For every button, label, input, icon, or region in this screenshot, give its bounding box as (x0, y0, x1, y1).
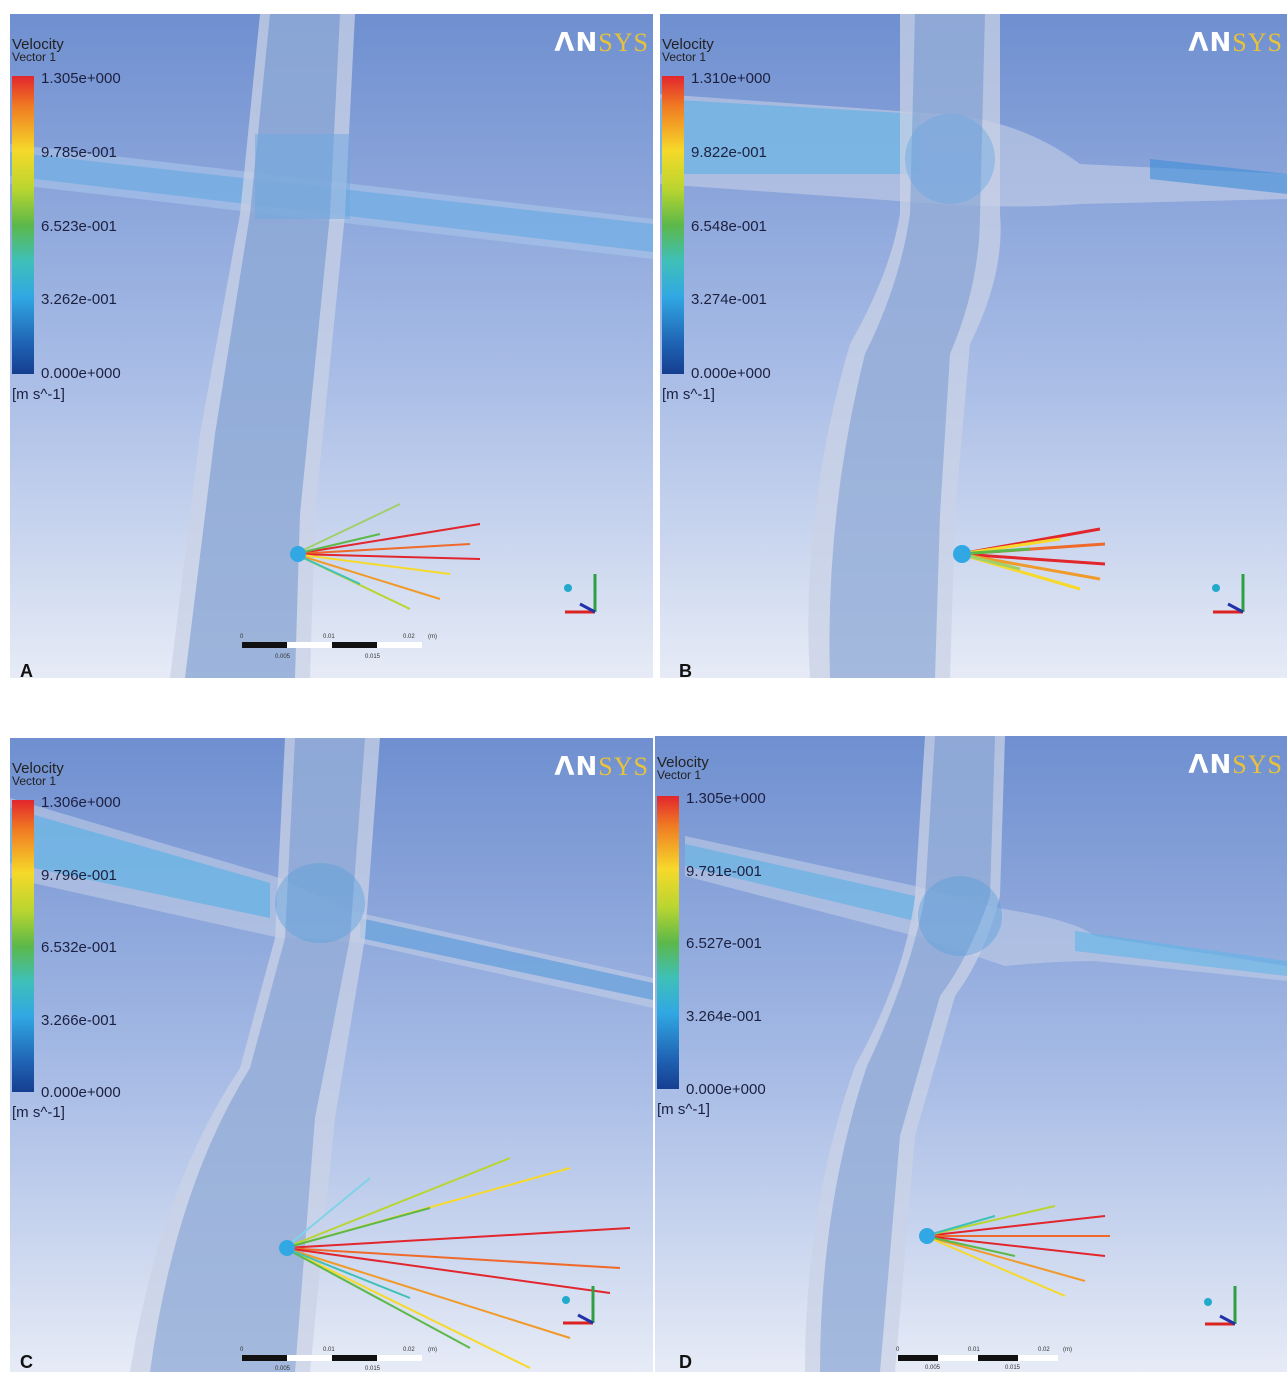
legend-tick-3: 6.523e-001 (41, 218, 117, 235)
legend-tick-min: 0.000e+000 (691, 365, 771, 382)
jet-plume (953, 527, 1106, 591)
ansys-logo: ΛNSYS (554, 28, 649, 58)
legend-tick-max: 1.310e+000 (691, 70, 771, 87)
legend-tick-max: 1.306e+000 (41, 794, 121, 811)
scale-label-002: 0.02 (1038, 1347, 1050, 1353)
flow-scene: 0 0.01 0.02 (m) 0.005 0.015 (10, 14, 653, 678)
legend-tick-min: 0.000e+000 (686, 1081, 766, 1098)
color-legend-bar (12, 800, 34, 1092)
legend-title: Velocity Vector 1 (657, 754, 709, 782)
panel-label-b: B (679, 661, 692, 681)
legend-tick-max: 1.305e+000 (686, 790, 766, 807)
scale-label-unit: (m) (428, 634, 437, 640)
axis-triad (1204, 1286, 1237, 1326)
legend-tick-2: 9.791e-001 (686, 863, 762, 880)
legend-tick-2: 9.796e-001 (41, 867, 117, 884)
legend-tick-max: 1.305e+000 (41, 70, 121, 87)
scale-label-0015: 0.015 (365, 1366, 381, 1372)
scale-label-002: 0.02 (403, 634, 415, 640)
panel-label-d: D (679, 1352, 692, 1372)
ansys-logo: ΛNSYS (554, 752, 649, 782)
flow-scene: 0 0.01 0.02 (m) 0.005 0.015 (10, 738, 653, 1372)
jet-plume (919, 1205, 1110, 1297)
panel-b: ΛNSYS Velocity Vector 1 1.310e+000 9.822e… (660, 14, 1287, 678)
legend-unit: [m s^-1] (12, 386, 65, 403)
panel-d: 0 0.01 0.02 (m) 0.005 0.015 ΛNSYS Veloci… (655, 736, 1287, 1372)
legend-tick-3: 6.527e-001 (686, 935, 762, 952)
scale-label-001: 0.01 (323, 634, 335, 640)
ansys-logo: ΛNSYS (1188, 28, 1283, 58)
color-legend-bar (12, 76, 34, 374)
legend-tick-4: 3.274e-001 (691, 291, 767, 308)
flow-scene: 0 0.01 0.02 (m) 0.005 0.015 (685, 736, 1287, 1372)
legend-unit: [m s^-1] (662, 386, 715, 403)
legend-tick-min: 0.000e+000 (41, 365, 121, 382)
scale-label-unit: (m) (1063, 1347, 1072, 1353)
legend-tick-2: 9.785e-001 (41, 144, 117, 161)
scale-label-0: 0 (896, 1347, 900, 1353)
scale-label-001: 0.01 (323, 1347, 335, 1353)
legend-tick-min: 0.000e+000 (41, 1084, 121, 1101)
jet-plume (290, 503, 481, 610)
legend-tick-2: 9.822e-001 (691, 144, 767, 161)
panel-label-a: A (20, 661, 33, 681)
scale-label-002: 0.02 (403, 1347, 415, 1353)
legend-title: Velocity Vector 1 (662, 36, 714, 64)
color-legend-bar (662, 76, 684, 374)
panel-label-c: C (20, 1352, 33, 1372)
legend-title: Velocity Vector 1 (12, 760, 64, 788)
axis-triad (1212, 574, 1245, 614)
scale-bar: 0 0.01 0.02 (m) 0.005 0.015 (240, 1347, 437, 1372)
scale-bar: 0 0.01 0.02 (m) 0.005 0.015 (240, 634, 437, 660)
scale-label-0005: 0.005 (275, 654, 291, 660)
legend-tick-4: 3.264e-001 (686, 1008, 762, 1025)
scale-label-0005: 0.005 (275, 1366, 291, 1372)
scale-label-0015: 0.015 (365, 654, 381, 660)
panel-a: 0 0.01 0.02 (m) 0.005 0.015 ΛNSYS Veloci… (10, 14, 653, 678)
scale-label-unit: (m) (428, 1347, 437, 1353)
legend-tick-3: 6.532e-001 (41, 939, 117, 956)
legend-unit: [m s^-1] (12, 1104, 65, 1121)
scale-bar: 0 0.01 0.02 (m) 0.005 0.015 (896, 1347, 1072, 1371)
legend-tick-3: 6.548e-001 (691, 218, 767, 235)
flow-scene (660, 14, 1287, 678)
axis-triad (562, 1286, 595, 1325)
scale-label-0: 0 (240, 634, 244, 640)
scale-label-0: 0 (240, 1347, 244, 1353)
legend-tick-4: 3.266e-001 (41, 1012, 117, 1029)
scale-label-001: 0.01 (968, 1347, 980, 1353)
scale-label-0015: 0.015 (1005, 1365, 1021, 1371)
jet-plume (279, 1157, 631, 1369)
panel-c: 0 0.01 0.02 (m) 0.005 0.015 ΛNSYS Veloci… (10, 738, 653, 1372)
legend-tick-4: 3.262e-001 (41, 291, 117, 308)
ansys-logo: ΛNSYS (1188, 750, 1283, 780)
legend-title: Velocity Vector 1 (12, 36, 64, 64)
color-legend-bar (657, 796, 679, 1089)
legend-unit: [m s^-1] (657, 1101, 710, 1118)
scale-label-0005: 0.005 (925, 1365, 941, 1371)
axis-triad (564, 574, 597, 614)
